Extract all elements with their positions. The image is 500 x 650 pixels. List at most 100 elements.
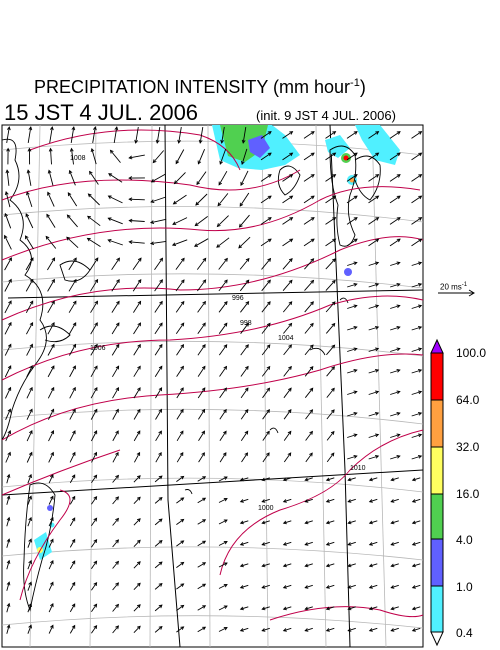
wind-vector-head xyxy=(180,518,185,523)
wind-vector xyxy=(151,173,166,183)
wind-vector xyxy=(368,262,379,266)
isobar-label: 1004 xyxy=(278,335,294,342)
wind-vector-head xyxy=(239,202,244,207)
wind-vector-head xyxy=(216,223,221,228)
wind-vector xyxy=(282,195,293,204)
wind-vector-head xyxy=(353,368,358,373)
wind-vector-head xyxy=(93,539,98,544)
colorbar-label: 4.0 xyxy=(456,533,473,547)
wind-vector xyxy=(304,301,314,313)
wind-vector xyxy=(89,257,99,271)
wind-vector xyxy=(27,539,32,548)
wind-vector xyxy=(91,430,97,442)
wind-vector xyxy=(305,477,313,481)
wind-vector-head xyxy=(202,257,207,262)
wind-vector xyxy=(282,258,293,270)
wind-vector xyxy=(218,279,228,292)
wind-vector xyxy=(5,430,11,442)
wind-vector xyxy=(45,236,57,249)
wind-vector-head xyxy=(173,180,178,185)
wind-vector xyxy=(283,498,292,503)
wind-vector-head xyxy=(390,542,395,546)
wind-vector-head xyxy=(239,606,244,611)
wind-vector xyxy=(173,194,187,205)
wind-vector xyxy=(5,452,11,463)
wind-vector-head xyxy=(287,430,292,435)
wind-vector xyxy=(4,344,12,356)
wind-vector xyxy=(262,498,270,503)
wind-vector xyxy=(112,561,119,569)
wind-vector-head xyxy=(6,147,10,152)
wind-vector-head xyxy=(115,496,119,501)
wind-vector xyxy=(108,217,123,225)
wind-vector xyxy=(197,626,206,633)
wind-vector xyxy=(112,475,119,483)
wind-vector-head xyxy=(266,409,270,414)
wind-vector xyxy=(196,258,207,270)
wind-vector-head xyxy=(50,581,54,586)
wind-vector-head xyxy=(87,193,92,198)
wind-vector-head xyxy=(310,174,315,178)
wind-vector xyxy=(326,366,335,377)
wind-vector-head xyxy=(304,499,309,503)
wind-vector xyxy=(178,127,182,143)
wind-vector xyxy=(390,434,400,438)
wind-vector-head xyxy=(261,520,266,525)
wind-vector xyxy=(154,475,163,483)
wind-vector-head xyxy=(29,321,34,326)
wind-vector xyxy=(155,452,162,463)
wind-vector xyxy=(412,563,421,567)
wind-vector-head xyxy=(347,520,352,525)
wind-vector xyxy=(27,582,32,591)
wind-vector-head xyxy=(396,195,401,200)
wind-vector-head xyxy=(137,257,142,262)
wind-vector xyxy=(326,520,335,524)
wind-vector-head xyxy=(201,408,206,413)
wind-vector xyxy=(47,279,55,292)
wind-vector xyxy=(282,280,293,291)
wind-vector-head xyxy=(115,451,119,456)
wind-vector-head xyxy=(347,563,352,568)
wind-vector-head xyxy=(331,366,335,370)
wind-vector-head xyxy=(282,563,287,568)
wind-vector xyxy=(129,198,145,201)
wind-vector xyxy=(69,582,76,591)
wind-vector-head xyxy=(375,368,380,373)
wind-vector-head xyxy=(158,451,162,457)
wind-vector xyxy=(172,239,188,246)
colorbar-top-arrow xyxy=(430,338,444,354)
wind-vector xyxy=(133,561,141,569)
wind-vector xyxy=(368,455,379,460)
wind-vector xyxy=(218,541,228,546)
wind-vector-head xyxy=(198,139,203,144)
wind-vector-head xyxy=(180,322,185,327)
wind-vector xyxy=(69,496,76,505)
wind-vector xyxy=(262,477,270,481)
wind-vector xyxy=(369,477,378,481)
wind-vector-head xyxy=(115,386,119,392)
wind-vector-head xyxy=(261,542,266,546)
wind-vector xyxy=(48,496,54,505)
wind-vector-head xyxy=(115,474,119,479)
wind-vector-head xyxy=(289,217,294,221)
wind-vector xyxy=(135,127,139,143)
wind-vector-head xyxy=(202,605,207,609)
wind-vector-head xyxy=(244,452,249,457)
wind-vector xyxy=(369,541,378,546)
wind-vector xyxy=(90,322,98,335)
wind-vector xyxy=(111,257,120,271)
wind-vector xyxy=(49,127,53,143)
wind-vector-head xyxy=(223,605,228,609)
wind-vector xyxy=(412,477,421,481)
wind-vector xyxy=(368,195,379,204)
wind-vector-head xyxy=(26,169,31,174)
wind-vector xyxy=(283,387,292,399)
wind-vector-head xyxy=(223,387,227,392)
wind-vector-head xyxy=(180,408,184,413)
wind-vector xyxy=(260,174,272,182)
wind-vector-head xyxy=(25,235,29,240)
wind-vector-head xyxy=(26,191,30,196)
wind-vector xyxy=(283,627,292,632)
wind-vector-head xyxy=(347,499,352,503)
wind-vector-head xyxy=(309,365,314,370)
